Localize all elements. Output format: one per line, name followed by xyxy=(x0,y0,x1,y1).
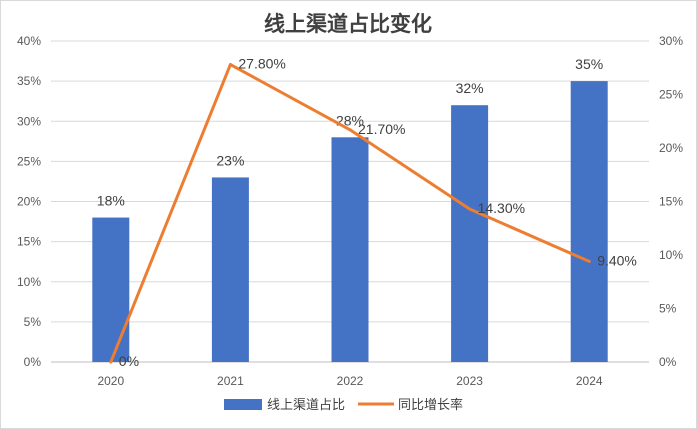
right-tick-label: 5% xyxy=(659,302,677,316)
left-tick-label: 20% xyxy=(17,195,41,209)
line-data-label: 27.80% xyxy=(238,56,285,72)
right-y-axis: 0% 5% 10% 15% 20% 25% 30% xyxy=(659,34,683,369)
bar xyxy=(451,105,489,362)
x-tick-label: 2021 xyxy=(217,374,244,388)
bar xyxy=(570,81,608,362)
line-point xyxy=(587,259,591,263)
chart-title: 线上渠道占比变化 xyxy=(264,11,432,36)
line-data-label: 0% xyxy=(119,353,139,369)
x-tick-label: 2024 xyxy=(576,374,603,388)
left-tick-label: 40% xyxy=(17,34,41,48)
line-series: 0% 27.80% 21.70% 14.30% 9.40% xyxy=(109,56,637,369)
left-tick-label: 5% xyxy=(24,315,42,329)
left-tick-label: 15% xyxy=(17,235,41,249)
line-point xyxy=(348,128,352,132)
line-data-label: 14.30% xyxy=(478,200,525,216)
right-tick-label: 25% xyxy=(659,88,683,102)
left-tick-label: 25% xyxy=(17,154,41,168)
legend-bar-swatch xyxy=(224,399,262,410)
left-tick-label: 10% xyxy=(17,275,41,289)
x-tick-label: 2023 xyxy=(456,374,483,388)
right-tick-label: 20% xyxy=(659,141,683,155)
x-tick-label: 2022 xyxy=(337,374,364,388)
right-tick-label: 0% xyxy=(659,355,677,369)
left-y-axis: 0% 5% 10% 15% 20% 25% 30% 35% 40% xyxy=(17,34,41,369)
legend-line-label: 同比增长率 xyxy=(398,397,463,413)
line-point xyxy=(109,360,113,364)
right-tick-label: 15% xyxy=(659,195,683,209)
right-tick-label: 30% xyxy=(659,34,683,48)
line-data-label: 9.40% xyxy=(597,252,637,268)
bar xyxy=(211,177,249,362)
left-tick-label: 0% xyxy=(24,355,42,369)
left-tick-label: 30% xyxy=(17,114,41,128)
bar xyxy=(331,137,369,362)
bar xyxy=(92,217,130,362)
line-point xyxy=(228,63,232,67)
legend-bar-label: 线上渠道占比 xyxy=(267,398,345,413)
line-data-label: 21.70% xyxy=(358,121,405,137)
x-axis: 2020 2021 2022 2023 2024 xyxy=(97,374,602,388)
legend: 线上渠道占比 同比增长率 xyxy=(224,397,463,413)
bar-data-label: 35% xyxy=(575,56,603,72)
left-tick-label: 35% xyxy=(17,74,41,88)
bar-data-label: 18% xyxy=(97,193,125,209)
line-point xyxy=(468,207,472,211)
bar-data-label: 32% xyxy=(456,80,484,96)
bar-data-label: 23% xyxy=(216,152,244,168)
bar-series: 18%23%28%32%35% xyxy=(92,56,608,362)
x-tick-label: 2020 xyxy=(97,374,124,388)
right-tick-label: 10% xyxy=(659,248,683,262)
